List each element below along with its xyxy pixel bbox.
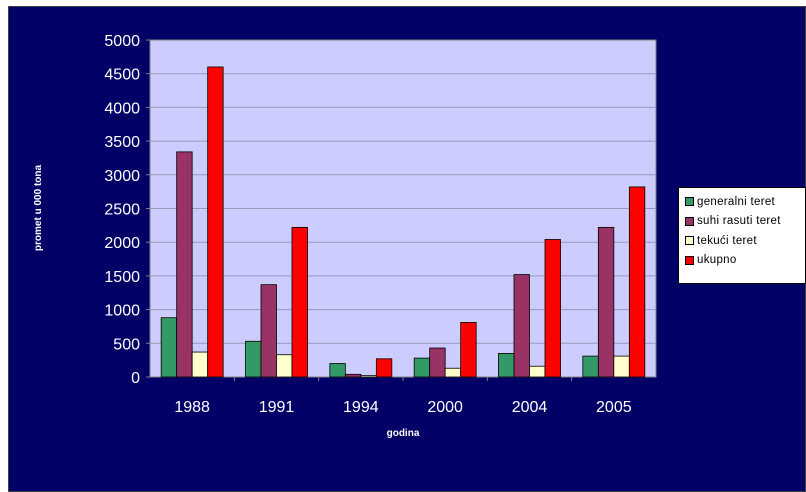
legend-item: generalni teret (685, 192, 805, 212)
bar-ukupno-2000 (460, 322, 477, 378)
bar-teku-i-teret-2005 (613, 355, 630, 378)
legend-label: suhi rasuti teret (697, 215, 781, 228)
x-tick-label: 2000 (427, 399, 463, 416)
y-tick-label: 3000 (104, 168, 140, 185)
bar-ukupno-1988 (207, 66, 224, 378)
bar-suhi-rasuti-teret-1994 (344, 373, 362, 378)
x-tick-label: 2004 (512, 399, 548, 416)
x-tick-label: 1988 (174, 399, 210, 416)
y-tick-label: 4500 (104, 67, 140, 84)
bar-generalni-teret-1991 (245, 340, 262, 378)
x-tick-labels: 1988 1991 1994 2000 2004 2005 (174, 399, 631, 416)
bar-generalni-teret-2005 (582, 355, 599, 378)
bar-generalni-teret-2004 (498, 353, 515, 378)
bar-suhi-rasuti-teret-1988 (176, 151, 193, 378)
y-tick-label: 1000 (104, 303, 140, 320)
legend-item: ukupno (685, 251, 805, 271)
x-tick-label: 1994 (343, 399, 379, 416)
bar-ukupno-2004 (544, 239, 561, 378)
bar-ukupno-1994 (375, 358, 393, 378)
bar-suhi-rasuti-teret-1991 (260, 284, 277, 378)
y-tick-label: 2500 (104, 202, 140, 219)
legend-item: tekući teret (685, 231, 805, 251)
bar-suhi-rasuti-teret-2005 (597, 226, 615, 378)
legend-label: tekući teret (697, 234, 757, 247)
bar-suhi-rasuti-teret-2000 (429, 347, 446, 378)
legend-item: suhi rasuti teret (685, 212, 805, 232)
legend: generalni teret suhi rasuti teret tekući t… (678, 187, 806, 284)
legend-swatch (685, 197, 694, 207)
bar-generalni-teret-2000 (413, 357, 431, 378)
x-tick-label: 2005 (596, 399, 632, 416)
bar-teku-i-teret-1988 (191, 351, 209, 378)
legend-swatch (685, 216, 694, 226)
bar-teku-i-teret-1994 (360, 375, 377, 378)
y-tick-label: 3500 (104, 134, 140, 151)
y-axis-title: promet u 000 tona (33, 165, 44, 252)
bar-teku-i-teret-2000 (444, 367, 462, 378)
bar-teku-i-teret-2004 (529, 365, 546, 378)
y-tick-label: 2000 (104, 235, 140, 252)
gridlines (146, 39, 656, 378)
y-tick-label: 0 (131, 370, 140, 387)
bar-generalni-teret-1994 (329, 363, 346, 378)
x-tick-label: 1991 (259, 399, 295, 416)
legend-swatch (685, 255, 694, 265)
legend-label: generalni teret (697, 195, 776, 208)
bar-ukupno-2005 (628, 186, 646, 378)
bar-suhi-rasuti-teret-2004 (513, 274, 530, 378)
y-tick-label: 1500 (104, 269, 140, 286)
legend-swatch (685, 236, 694, 246)
y-tick-labels: 0 500 1000 1500 2000 2500 3000 3500 4000 4500 5000 (104, 33, 140, 387)
legend-label: ukupno (697, 254, 737, 267)
bar-generalni-teret-1988 (160, 317, 178, 378)
y-tick-label: 500 (113, 336, 140, 353)
bars (160, 66, 646, 381)
bar-ukupno-1991 (291, 226, 308, 378)
bar-teku-i-teret-1991 (276, 354, 293, 378)
x-axis-title: godina (387, 428, 420, 439)
y-tick-label: 4000 (104, 100, 140, 117)
y-tick-label: 5000 (104, 33, 140, 50)
